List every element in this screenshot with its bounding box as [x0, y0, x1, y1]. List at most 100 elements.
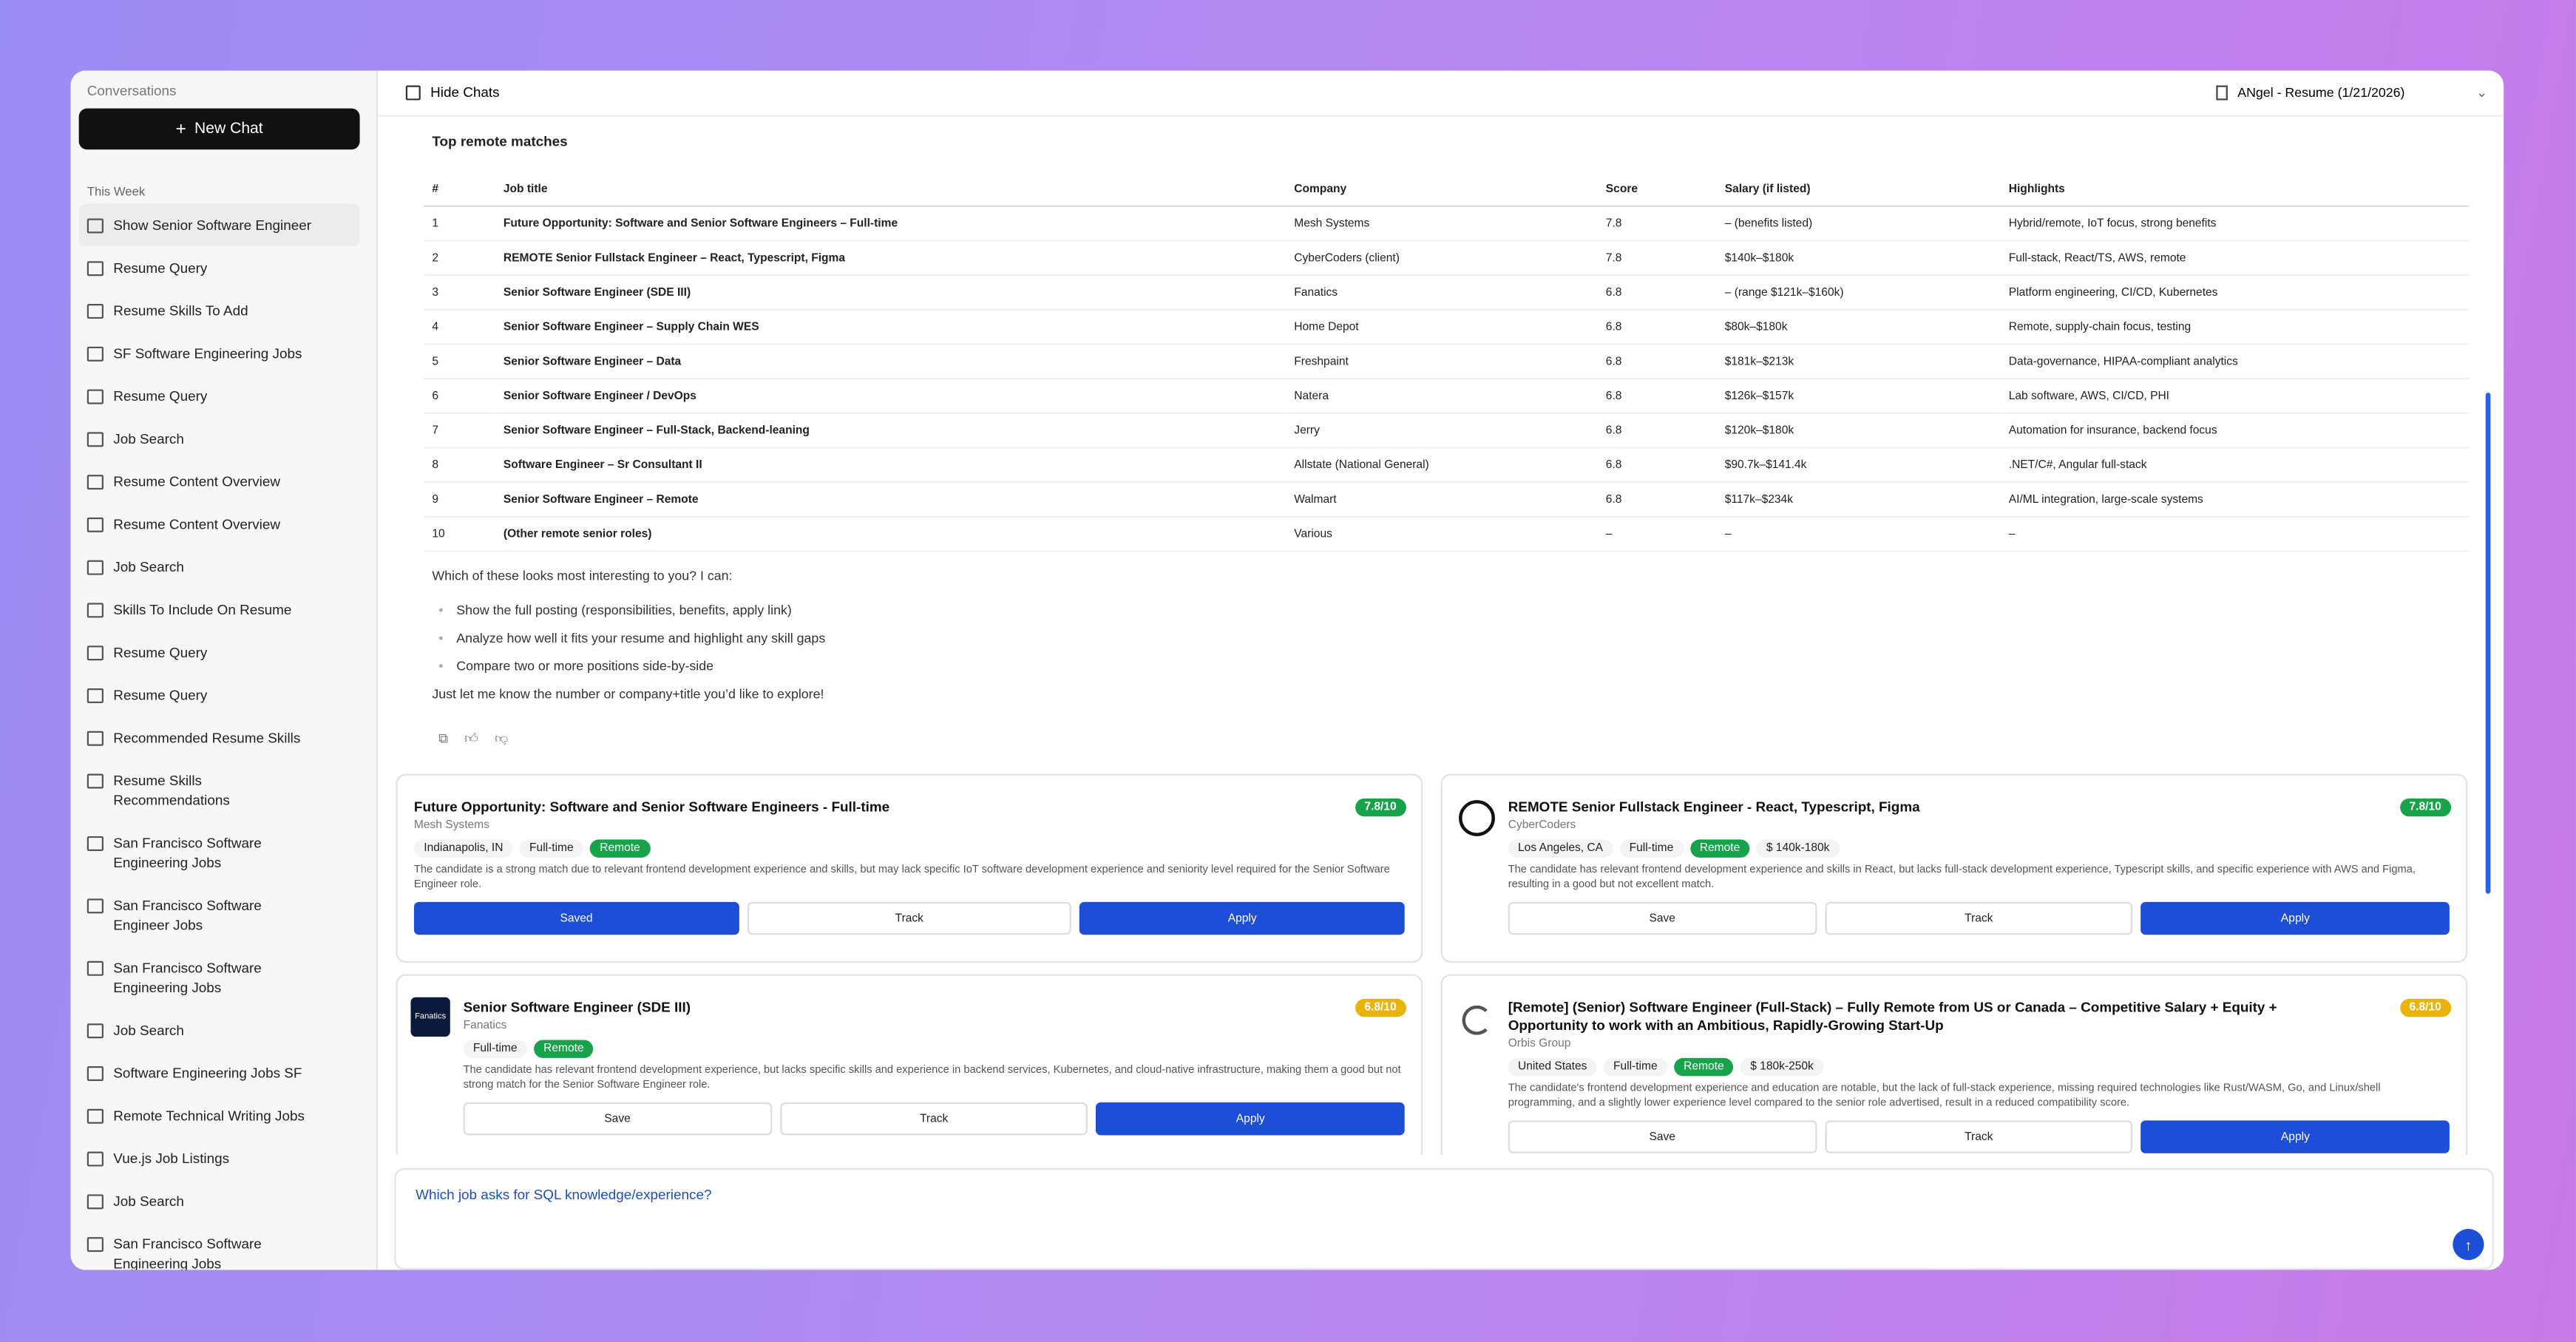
action-button[interactable]: Track	[779, 1102, 1088, 1136]
dislike-icon[interactable]: 👎︎	[495, 731, 509, 746]
table-cell: 6.8	[1597, 482, 1717, 518]
action-button[interactable]: Apply	[2141, 901, 2450, 935]
action-button[interactable]: Save	[1508, 1120, 1817, 1153]
action-button[interactable]: Track	[747, 901, 1072, 935]
conversation-item[interactable]: Remote Technical Writing Jobs	[79, 1094, 360, 1137]
chip-row: Full-time Remote	[463, 1040, 1405, 1058]
conversation-item[interactable]: Vue.js Job Listings	[79, 1137, 360, 1180]
action-button[interactable]: Track	[1824, 901, 2133, 935]
conversation-item[interactable]: Job Search	[79, 1009, 360, 1051]
chat-input[interactable]: Which job asks for SQL knowledge/experie…	[394, 1168, 2494, 1270]
copy-icon[interactable]: ⧉	[438, 731, 448, 746]
conversation-item[interactable]: Resume Content Overview	[79, 460, 360, 503]
table-cell: – (range $121k–$160k)	[1716, 275, 2001, 311]
table-cell: 1	[424, 206, 495, 242]
message-heading: Top remote matches	[432, 132, 568, 150]
conversation-item[interactable]: Resume Query	[79, 674, 360, 716]
company: Fanatics	[463, 1020, 507, 1032]
conversation-item[interactable]: SF Software Engineering Jobs	[79, 332, 360, 375]
conversation-item[interactable]: Recommended Resume Skills	[79, 716, 360, 759]
chip: $ 140k-180k	[1756, 839, 1840, 858]
job-title: Senior Software Engineer (SDE III)	[463, 998, 691, 1016]
conversation-title: San Francisco Software Engineering Jobs	[113, 834, 262, 871]
table-cell: CyberCoders (client)	[1286, 240, 1598, 277]
table-cell: 2	[424, 240, 495, 277]
chip-row: Indianapolis, IN Full-time Remote	[413, 839, 1405, 858]
match-summary: The candidate is a strong match due to r…	[413, 864, 1390, 890]
chat-header: Hide Chats ANgel - Resume (1/21/2026) ⌄	[378, 71, 2504, 117]
bullet-dot: •	[438, 658, 444, 674]
conversation-title: Job Search	[113, 558, 184, 575]
chat-icon	[87, 432, 104, 447]
action-button[interactable]: Save	[1508, 901, 1817, 935]
action-button[interactable]: Save	[463, 1102, 772, 1136]
sidebar-heading: Conversations	[87, 82, 177, 99]
table-cell: 10	[424, 516, 495, 552]
conversation-title: Resume Query	[113, 686, 208, 703]
table-row: 10 (Other remote senior roles) Various – – –	[424, 516, 2470, 552]
action-button[interactable]: Apply	[1096, 1102, 1405, 1136]
conversation-item[interactable]: Skills To Include On Resume	[79, 588, 360, 631]
conversation-item[interactable]: Resume Query	[79, 631, 360, 674]
like-icon[interactable]: 👍︎	[464, 731, 478, 746]
company-logo	[1459, 800, 1495, 836]
table-row: 3 Senior Software Engineer (SDE III) Fanat…	[424, 275, 2470, 311]
table-row: 9 Senior Software Engineer – Remote Walmar…	[424, 482, 2470, 518]
conversation-item[interactable]: San Francisco Software Engineering Jobs	[79, 821, 360, 884]
conversation-item[interactable]: Job Search	[79, 417, 360, 460]
column-header: Score	[1597, 172, 1717, 207]
chat-icon	[87, 1108, 104, 1124]
bullet: • Analyze how well it fits your resume an…	[438, 631, 825, 645]
match-summary: The candidate has relevant frontend deve…	[1508, 864, 2416, 890]
conversation-item[interactable]: Resume Skills To Add	[79, 289, 360, 332]
input-text: Which job asks for SQL knowledge/experie…	[416, 1186, 712, 1203]
table-row: 4 Senior Software Engineer – Supply Chain…	[424, 309, 2470, 345]
send-button[interactable]: ↑	[2453, 1228, 2484, 1261]
conversation-item[interactable]: Show Senior Software Engineer	[78, 203, 360, 247]
chat-icon	[87, 261, 104, 277]
table-cell: Platform engineering, CI/CD, Kubernetes	[2000, 275, 2470, 311]
new-chat-button[interactable]: + New Chat	[78, 108, 360, 150]
conversation-item[interactable]: San Francisco Software Engineer Jobs	[79, 884, 360, 946]
conversation-item[interactable]: Job Search	[79, 546, 360, 589]
message-text: Which of these looks most interesting to…	[432, 569, 825, 702]
chat-icon	[87, 218, 104, 234]
table-cell: $80k–$180k	[1716, 309, 2001, 345]
conversation-item[interactable]: Job Search	[79, 1179, 360, 1222]
bullet-list: • Show the full posting (responsibilities…	[438, 603, 825, 674]
conversation-item[interactable]: Software Engineering Jobs SF	[79, 1051, 360, 1094]
table-cell: 4	[424, 309, 495, 345]
action-button[interactable]: Track	[1824, 1120, 2133, 1153]
table-cell: 3	[424, 275, 495, 311]
conversation-item[interactable]: Resume Query	[79, 375, 360, 418]
chip-row: United States Full-time Remote $ 180k-250k	[1508, 1057, 2450, 1077]
table-cell: Senior Software Engineer – Full-Stack, B…	[495, 413, 1287, 449]
action-button[interactable]: Apply	[1079, 901, 1405, 935]
table-cell: Senior Software Engineer – Data	[495, 344, 1287, 380]
conversation-title: SF Software Engineering Jobs	[113, 345, 302, 362]
table-cell: Data-governance, HIPAA-compliant analyti…	[2000, 344, 2470, 380]
table-cell: 6.8	[1597, 447, 1717, 484]
hide-chats-button[interactable]: Hide Chats	[405, 84, 500, 101]
conversation-title: Resume Query	[113, 260, 208, 277]
table-cell: Future Opportunity: Software and Senior …	[495, 206, 1287, 242]
chip: Remote	[589, 839, 651, 858]
conversation-item[interactable]: Resume Content Overview	[79, 503, 360, 546]
chat-icon	[87, 517, 104, 532]
conversation-title: Remote Technical Writing Jobs	[113, 1107, 305, 1124]
conversation-item[interactable]: Resume Query	[79, 246, 360, 289]
table-row: 1 Future Opportunity: Software and Senior…	[424, 206, 2470, 242]
conversation-item[interactable]: San Francisco Software Engineering Jobs	[79, 946, 360, 1009]
chat-icon	[87, 836, 104, 851]
action-button[interactable]: Saved	[413, 901, 739, 935]
scrollbar	[2485, 393, 2491, 894]
job-title: REMOTE Senior Fullstack Engineer - React…	[1508, 798, 1920, 816]
conversation-item[interactable]: San Francisco Software Engineering Jobs	[79, 1222, 360, 1270]
conversation-title: Resume Skills To Add	[113, 302, 248, 319]
bullet: • Compare two or more positions side-by-s…	[438, 659, 825, 674]
conversation-item[interactable]: Resume Skills Recommendations	[79, 759, 360, 821]
job-card: Fanatics Senior Software Engineer (SDE II…	[396, 974, 1423, 1155]
resume-select[interactable]: ANgel - Resume (1/21/2026) ⌄	[2216, 79, 2487, 106]
table-row: 8 Software Engineer – Sr Consultant II All…	[424, 447, 2470, 484]
action-button[interactable]: Apply	[2141, 1120, 2450, 1153]
